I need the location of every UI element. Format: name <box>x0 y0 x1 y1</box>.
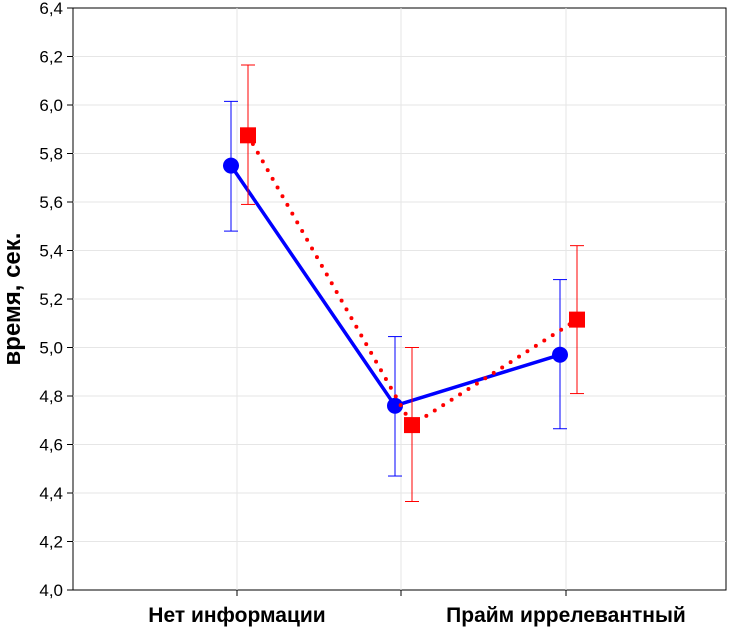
grid-layer <box>73 8 726 590</box>
y-tick-label: 4,8 <box>39 387 63 406</box>
y-tick-label: 4,6 <box>39 436 63 455</box>
y-tick-label: 6,2 <box>39 48 63 67</box>
data-point <box>387 397 403 414</box>
y-axis-label: время, сек. <box>0 233 26 366</box>
y-tick-label: 5,4 <box>39 242 63 261</box>
data-point <box>223 157 239 174</box>
y-tick-label: 4,4 <box>39 484 63 503</box>
x-axis: Нет информации Прайм иррелевантный <box>148 590 686 627</box>
x-tick-label: Нет информации <box>148 604 325 627</box>
x-tick-label: Прайм иррелевантный <box>446 604 686 627</box>
series-2 <box>240 64 585 502</box>
data-point <box>240 127 256 144</box>
y-tick-label: 5,2 <box>39 290 63 309</box>
series-1 <box>223 100 568 477</box>
series-line <box>246 133 579 428</box>
y-tick-label: 4,2 <box>39 533 63 552</box>
y-axis: 4,0 4,2 4,4 4,6 4,8 5,0 5,2 5,4 5,6 5,8 6,0 6,2 6,4 <box>39 0 73 600</box>
series-layer <box>223 64 585 502</box>
y-tick-label: 6,0 <box>39 96 63 115</box>
y-tick-label: 4,0 <box>39 581 63 600</box>
y-tick-label: 5,8 <box>39 145 63 164</box>
data-point <box>404 417 420 434</box>
y-tick-label: 5,0 <box>39 339 63 358</box>
y-tick-label: 6,4 <box>39 0 63 18</box>
y-tick-label: 5,6 <box>39 193 63 212</box>
data-point <box>569 311 585 328</box>
data-point <box>552 346 568 363</box>
